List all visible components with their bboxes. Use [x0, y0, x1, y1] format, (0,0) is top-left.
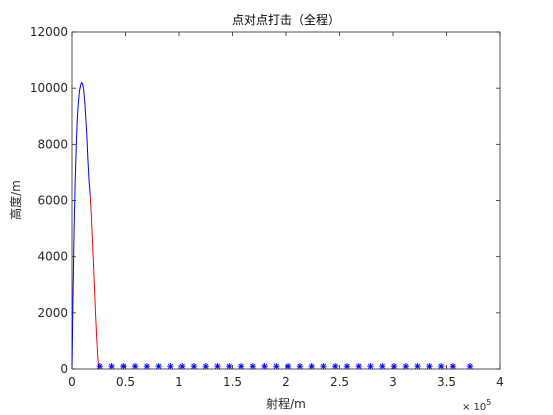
- plot-area: [71, 31, 501, 370]
- y-tick-label: 4000: [37, 250, 68, 264]
- star-marker: [296, 362, 304, 370]
- y-tick-label: 6000: [37, 194, 68, 208]
- series-layer: [71, 81, 474, 370]
- star-marker: [320, 362, 327, 370]
- y-axis-label: 高度/m: [8, 180, 23, 220]
- x-multiplier-base: × 10: [462, 402, 486, 413]
- star-marker: [390, 362, 398, 370]
- star-marker: [190, 362, 198, 370]
- star-marker: [379, 362, 386, 370]
- star-marker: [237, 362, 245, 370]
- chart-title: 点对点打击（全程）: [232, 12, 340, 27]
- star-marker: [155, 362, 162, 370]
- star-marker: [273, 362, 280, 370]
- star-marker: [120, 362, 127, 370]
- x-multiplier-exponent: 5: [486, 398, 491, 407]
- star-marker: [226, 362, 233, 370]
- star-marker: [308, 362, 315, 370]
- y-tick-label: 2000: [37, 306, 68, 320]
- star-marker: [143, 362, 151, 370]
- star-marker: [214, 362, 221, 370]
- tick-layer: 0 0.5 1 1.5 2 2.5 3 3.5 4 0 2000 4000 6000 8000 10000 1…: [30, 25, 504, 389]
- star-marker: [202, 362, 209, 370]
- x-tick-label: 1.5: [223, 375, 242, 389]
- x-tick-label: 2.5: [330, 375, 349, 389]
- x-tick-label: 0.5: [116, 375, 135, 389]
- star-marker: [131, 362, 139, 370]
- star-marker: [414, 362, 421, 370]
- star-marker: [426, 362, 433, 370]
- y-tick-label: 8000: [37, 137, 68, 151]
- y-tick-label: 10000: [30, 81, 68, 95]
- star-marker: [108, 362, 115, 370]
- star-marker: [261, 362, 268, 370]
- star-marker: [449, 362, 457, 370]
- star-marker: [249, 362, 257, 370]
- star-marker: [332, 362, 339, 370]
- trajectory-ascent-line: [71, 81, 91, 370]
- x-axis-label: 射程/m: [266, 396, 306, 411]
- star-marker: [437, 362, 445, 370]
- star-marker: [402, 362, 410, 370]
- y-tick-label: 12000: [30, 25, 68, 39]
- x-axis-multiplier: × 105: [462, 398, 491, 413]
- x-tick-label: 1: [175, 375, 183, 389]
- star-marker: [466, 362, 474, 370]
- x-tick-label: 3: [389, 375, 397, 389]
- star-marker: [355, 362, 362, 370]
- x-tick-label: 4: [496, 375, 504, 389]
- star-marker: [343, 362, 351, 370]
- star-marker: [96, 362, 104, 370]
- x-tick-label: 2: [282, 375, 290, 389]
- star-marker: [367, 362, 374, 370]
- star-marker: [179, 362, 186, 370]
- x-tick-label: 0: [68, 375, 76, 389]
- x-tick-label: 3.5: [437, 375, 456, 389]
- star-marker: [167, 362, 174, 370]
- y-tick-label: 0: [60, 362, 68, 376]
- trajectory-descent-line: [89, 194, 100, 370]
